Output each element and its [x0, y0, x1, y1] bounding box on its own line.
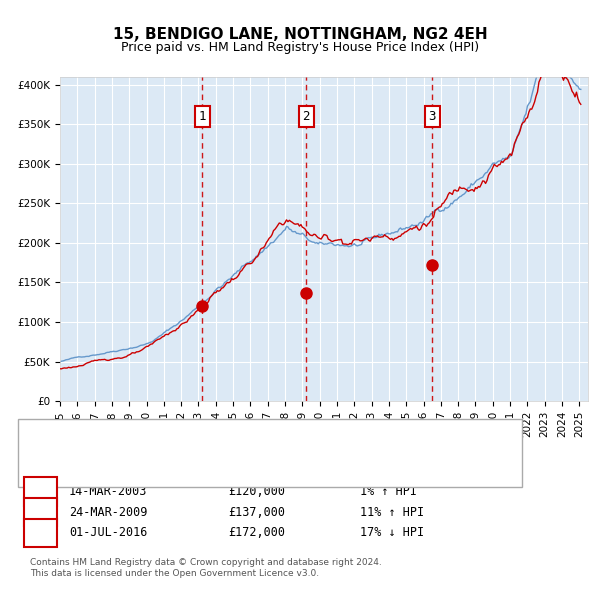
Text: ——: ——	[42, 435, 70, 450]
Text: HPI: Average price, detached house, City of Nottingham: HPI: Average price, detached house, City…	[78, 454, 370, 464]
Text: 17% ↓ HPI: 17% ↓ HPI	[360, 526, 424, 539]
Text: 3: 3	[37, 526, 44, 539]
Text: £120,000: £120,000	[228, 485, 285, 498]
Text: 24-MAR-2009: 24-MAR-2009	[69, 506, 148, 519]
Text: 1: 1	[37, 485, 44, 498]
Text: 2: 2	[302, 110, 310, 123]
Text: 15, BENDIGO LANE, NOTTINGHAM, NG2 4EH: 15, BENDIGO LANE, NOTTINGHAM, NG2 4EH	[113, 27, 487, 41]
Text: 01-JUL-2016: 01-JUL-2016	[69, 526, 148, 539]
Text: £137,000: £137,000	[228, 506, 285, 519]
Text: 15, BENDIGO LANE, NOTTINGHAM, NG2 4EH (detached house): 15, BENDIGO LANE, NOTTINGHAM, NG2 4EH (d…	[78, 438, 403, 447]
Text: £172,000: £172,000	[228, 526, 285, 539]
Text: 14-MAR-2003: 14-MAR-2003	[69, 485, 148, 498]
Text: Contains HM Land Registry data © Crown copyright and database right 2024.: Contains HM Land Registry data © Crown c…	[30, 558, 382, 566]
Text: 1% ↑ HPI: 1% ↑ HPI	[360, 485, 417, 498]
Text: 11% ↑ HPI: 11% ↑ HPI	[360, 506, 424, 519]
Text: Price paid vs. HM Land Registry's House Price Index (HPI): Price paid vs. HM Land Registry's House …	[121, 41, 479, 54]
Text: 2: 2	[37, 506, 44, 519]
Text: ——: ——	[42, 452, 70, 466]
Text: This data is licensed under the Open Government Licence v3.0.: This data is licensed under the Open Gov…	[30, 569, 319, 578]
Text: 3: 3	[428, 110, 436, 123]
Text: 1: 1	[199, 110, 206, 123]
